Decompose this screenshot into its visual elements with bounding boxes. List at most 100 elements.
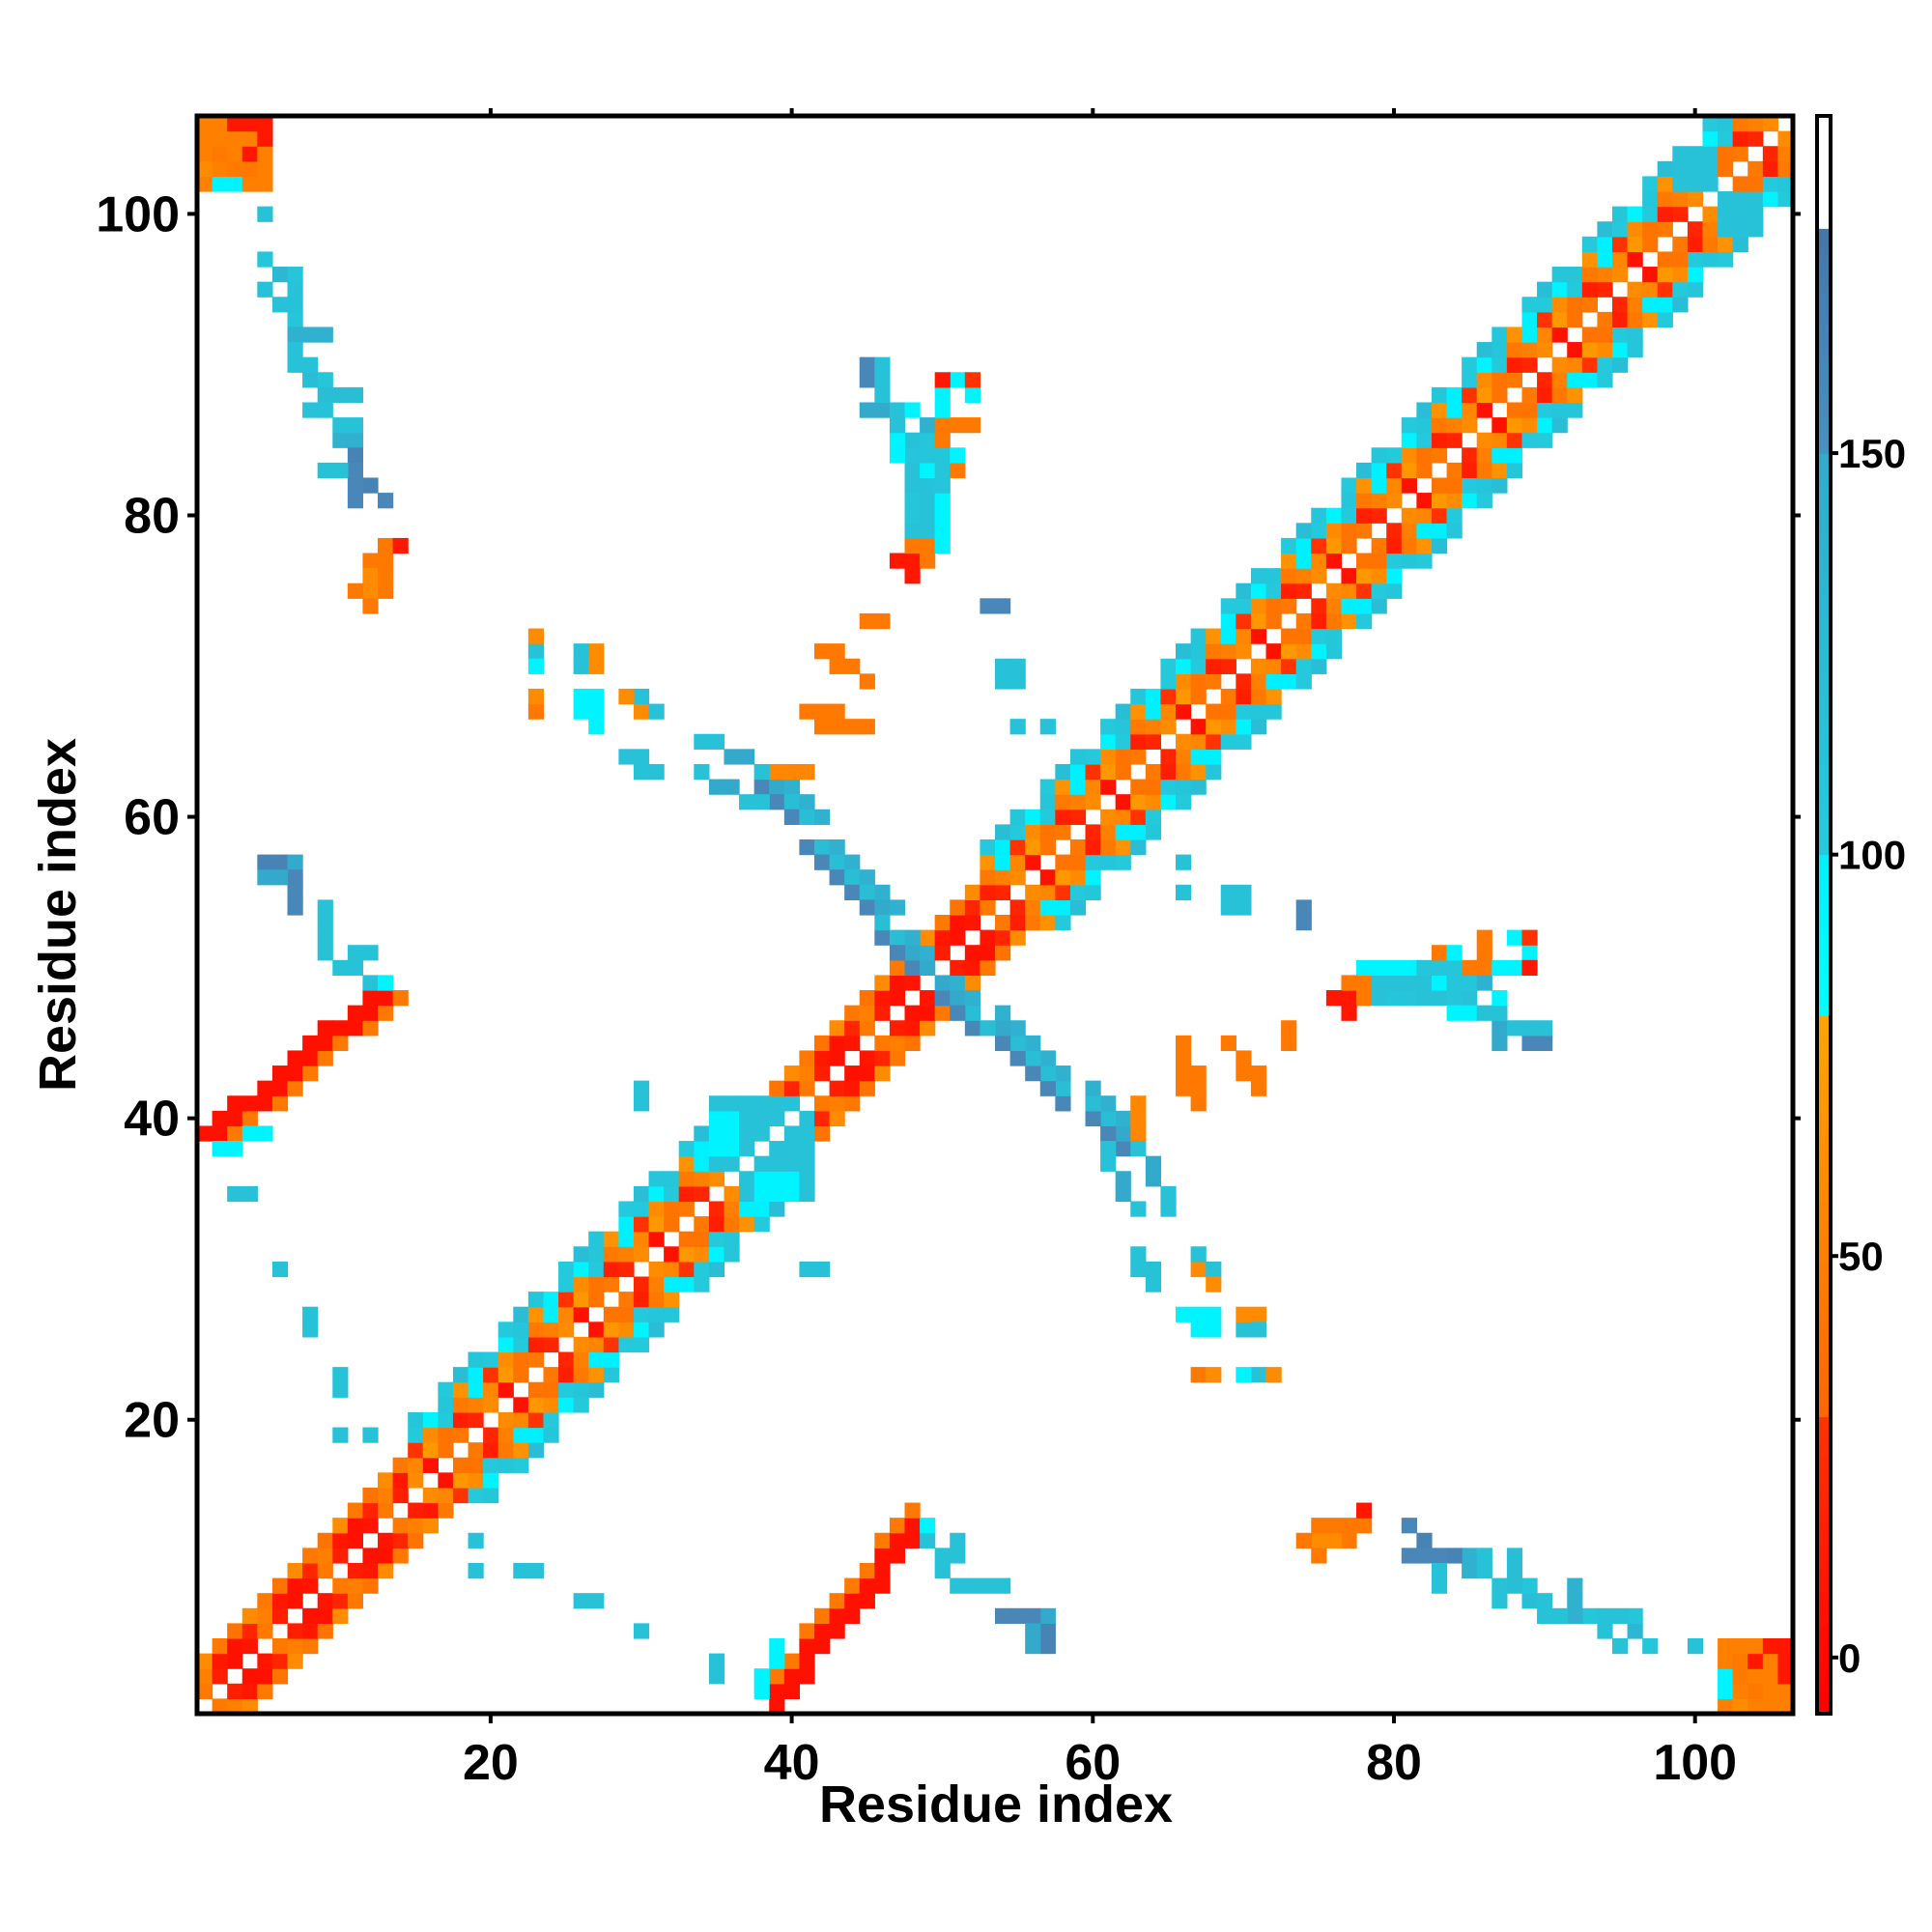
colorbar-segment <box>1817 1038 1831 1048</box>
heatmap-cell <box>904 537 921 554</box>
heatmap-cell <box>513 1306 529 1322</box>
heatmap-cell <box>1206 628 1222 644</box>
heatmap-cell <box>1311 1548 1327 1564</box>
heatmap-cell <box>1055 1080 1071 1096</box>
heatmap-cell <box>347 582 364 599</box>
heatmap-cell <box>829 703 845 720</box>
heatmap-cell <box>362 582 379 599</box>
heatmap-cell <box>1115 719 1131 735</box>
heatmap-cell <box>1611 236 1629 253</box>
heatmap-cell <box>1281 628 1297 644</box>
heatmap-cell <box>1281 568 1297 584</box>
heatmap-cell <box>347 477 364 494</box>
heatmap-cell <box>1130 1095 1147 1112</box>
colorbar-segment <box>1817 1617 1831 1627</box>
heatmap-cell <box>1341 537 1357 554</box>
colorbar-segment <box>1817 300 1831 309</box>
heatmap-cell <box>392 537 409 554</box>
heatmap-cell <box>271 1637 289 1655</box>
heatmap-cell <box>1401 537 1417 554</box>
heatmap-cell <box>1386 975 1403 991</box>
heatmap-cell <box>799 763 815 781</box>
heatmap-cell <box>378 493 394 509</box>
heatmap-cell <box>934 975 951 991</box>
colorbar-segment <box>1817 1608 1831 1618</box>
colorbar-segment <box>1817 549 1831 558</box>
heatmap-cell <box>1672 206 1689 222</box>
heatmap-cell <box>829 869 845 886</box>
heatmap-cell <box>378 1532 394 1548</box>
colorbar-segment <box>1817 766 1831 776</box>
heatmap-cell <box>1341 1518 1357 1534</box>
heatmap-cell <box>1597 221 1613 238</box>
colorbar-segment <box>1817 886 1831 895</box>
heatmap-cell <box>1431 959 1448 977</box>
heatmap-cell <box>753 1155 770 1172</box>
heatmap-cell <box>1295 658 1312 674</box>
heatmap-cell <box>1672 176 1689 192</box>
heatmap-cell <box>813 643 831 660</box>
heatmap-cell <box>950 1548 966 1564</box>
heatmap-cell <box>1657 251 1673 268</box>
heatmap-cell <box>1236 703 1252 720</box>
heatmap-cell <box>1657 311 1673 328</box>
heatmap-cell <box>1506 1548 1523 1564</box>
heatmap-cell <box>813 1095 831 1112</box>
heatmap-cell <box>1371 568 1387 584</box>
heatmap-cell <box>1190 673 1207 690</box>
heatmap-cell <box>1537 372 1553 388</box>
colorbar-segment <box>1817 910 1831 920</box>
heatmap-cell <box>1236 1321 1252 1338</box>
heatmap-cell <box>227 1125 243 1142</box>
heatmap-cell <box>1311 643 1327 660</box>
heatmap-cell <box>1055 763 1071 781</box>
heatmap-cell <box>1431 432 1448 448</box>
heatmap-cell <box>438 1381 454 1398</box>
heatmap-cell <box>950 1005 966 1021</box>
heatmap-cell <box>1747 160 1764 178</box>
colorbar-segment <box>1817 420 1831 430</box>
heatmap-cell <box>302 402 319 418</box>
heatmap-cell <box>664 1216 680 1233</box>
heatmap-cell <box>558 1351 575 1368</box>
heatmap-cell <box>483 1457 499 1473</box>
heatmap-cell <box>694 763 710 781</box>
colorbar-segment <box>1817 1071 1831 1080</box>
heatmap-cell <box>1521 417 1538 434</box>
heatmap-cell <box>332 1577 349 1594</box>
heatmap-cell <box>271 1607 289 1624</box>
heatmap-cell <box>1446 417 1463 434</box>
heatmap-cell <box>1025 1035 1041 1052</box>
heatmap-cell <box>573 1593 589 1609</box>
heatmap-cell <box>783 1065 800 1082</box>
heatmap-cell <box>874 915 891 931</box>
heatmap-cell <box>1356 1518 1373 1534</box>
heatmap-cell <box>1009 854 1026 870</box>
heatmap-cell <box>317 386 333 404</box>
heatmap-cell <box>483 1472 499 1489</box>
colorbar-tick-label: 100 <box>1838 833 1906 878</box>
heatmap-cell <box>920 432 936 448</box>
heatmap-cell <box>1386 462 1403 479</box>
heatmap-cell <box>1145 1261 1162 1278</box>
heatmap-cell <box>904 568 921 584</box>
heatmap-cell <box>859 719 875 735</box>
heatmap-cell <box>1356 507 1373 524</box>
colorbar-segment <box>1817 613 1831 623</box>
heatmap-cell <box>1295 568 1312 584</box>
heatmap-cell <box>1371 990 1387 1007</box>
heatmap-cell <box>799 1171 815 1187</box>
colorbar-segment <box>1817 1433 1831 1441</box>
heatmap-cell <box>1687 236 1704 253</box>
heatmap-cell <box>242 1637 258 1655</box>
heatmap-cell <box>1476 493 1492 509</box>
heatmap-cell <box>362 975 379 991</box>
heatmap-cell <box>1190 779 1207 795</box>
heatmap-cell <box>648 1216 665 1233</box>
colorbar-segment <box>1817 453 1831 462</box>
heatmap-cell <box>227 1653 243 1669</box>
heatmap-cell <box>964 1020 981 1037</box>
heatmap-cell <box>1672 191 1689 208</box>
heatmap-cell <box>633 763 650 781</box>
heatmap-cell <box>1025 809 1041 825</box>
